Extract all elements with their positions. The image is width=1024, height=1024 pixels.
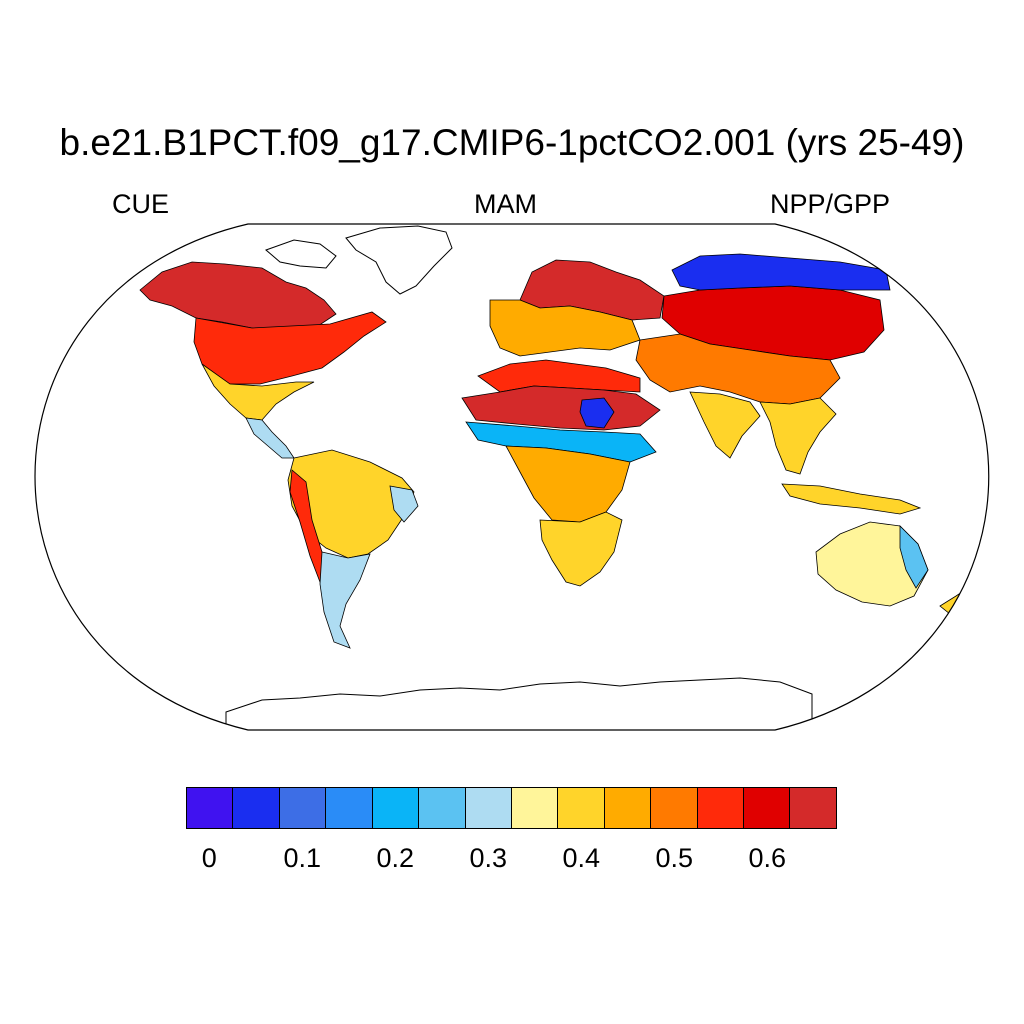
colorbar-box	[233, 788, 280, 828]
colorbar-box	[465, 788, 512, 828]
colorbar-box	[187, 788, 234, 828]
region-new-zealand	[939, 587, 969, 615]
colorbar-box	[744, 788, 791, 828]
colorbar-tick-label: 0.2	[376, 843, 415, 873]
greenland-outline	[345, 225, 453, 295]
region-central-america	[245, 417, 295, 459]
colorbar	[186, 787, 837, 829]
colorbar-tick-label: 0.1	[283, 843, 322, 873]
plot-title: b.e21.B1PCT.f09_g17.CMIP6-1pctCO2.001 (y…	[59, 122, 965, 163]
colorbar-tick-label: 0	[201, 843, 217, 873]
region-northeast-brazil	[389, 485, 419, 523]
colorbar-box	[651, 788, 698, 828]
antarctica-outline	[225, 677, 813, 730]
quantity-label: CUE	[112, 189, 170, 219]
colorbar-tick-label: 0.3	[469, 843, 508, 873]
region-indonesia	[781, 483, 922, 515]
colorbar-box	[511, 788, 559, 828]
region-eastern-australia	[899, 525, 929, 589]
region-canada-alaska	[139, 261, 337, 331]
region-southern-africa	[539, 511, 623, 587]
region-sahara	[461, 385, 661, 431]
region-europe	[489, 299, 641, 357]
region-amazon	[287, 449, 415, 559]
region-sahel	[465, 421, 657, 463]
region-arctic-siberia	[671, 253, 891, 291]
colorbar-tick-label: 0.6	[748, 843, 787, 873]
colorbar-box	[372, 788, 420, 828]
globe-outline	[34, 223, 990, 731]
arctic-islands-outline	[265, 239, 337, 269]
colorbar-box	[279, 788, 327, 828]
colorbar-box	[604, 788, 652, 828]
colorbar-box	[697, 788, 745, 828]
region-southern-south-america	[319, 551, 371, 649]
region-egypt	[579, 397, 615, 429]
colorbar-tick-label: 0.4	[562, 843, 601, 873]
region-india	[689, 391, 761, 459]
colorbar-box	[419, 788, 466, 828]
colorbar-tick-label: 0.5	[655, 843, 694, 873]
region-southern-usa-mexico	[201, 363, 315, 421]
region-southeast-asia	[759, 397, 837, 475]
colorbar-box	[326, 788, 373, 828]
season-label: MAM	[474, 189, 537, 219]
colorbar-box	[790, 788, 836, 828]
colorbar-box	[558, 788, 605, 828]
variable-label: NPP/GPP	[770, 189, 891, 219]
